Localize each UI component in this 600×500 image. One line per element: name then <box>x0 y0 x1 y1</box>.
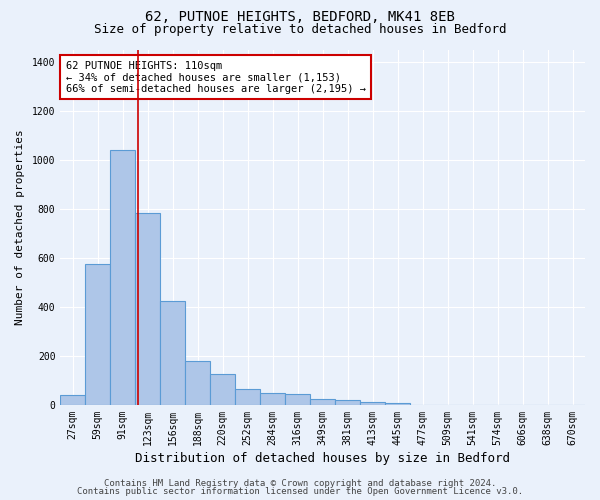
Bar <box>110 150 135 405</box>
Text: Contains public sector information licensed under the Open Government Licence v3: Contains public sector information licen… <box>77 487 523 496</box>
Bar <box>360 402 385 405</box>
Bar <box>135 213 160 405</box>
Text: Size of property relative to detached houses in Bedford: Size of property relative to detached ho… <box>94 22 506 36</box>
Bar <box>335 400 360 405</box>
Bar <box>235 389 260 405</box>
Bar <box>85 264 110 405</box>
Y-axis label: Number of detached properties: Number of detached properties <box>15 130 25 326</box>
Bar <box>385 403 410 405</box>
Bar <box>185 361 210 405</box>
X-axis label: Distribution of detached houses by size in Bedford: Distribution of detached houses by size … <box>135 452 510 465</box>
Text: Contains HM Land Registry data © Crown copyright and database right 2024.: Contains HM Land Registry data © Crown c… <box>104 478 496 488</box>
Bar <box>310 399 335 405</box>
Text: 62 PUTNOE HEIGHTS: 110sqm
← 34% of detached houses are smaller (1,153)
66% of se: 62 PUTNOE HEIGHTS: 110sqm ← 34% of detac… <box>65 60 365 94</box>
Bar <box>61 395 85 405</box>
Bar <box>210 374 235 405</box>
Bar <box>160 301 185 405</box>
Text: 62, PUTNOE HEIGHTS, BEDFORD, MK41 8EB: 62, PUTNOE HEIGHTS, BEDFORD, MK41 8EB <box>145 10 455 24</box>
Bar <box>285 394 310 405</box>
Bar <box>260 392 285 405</box>
